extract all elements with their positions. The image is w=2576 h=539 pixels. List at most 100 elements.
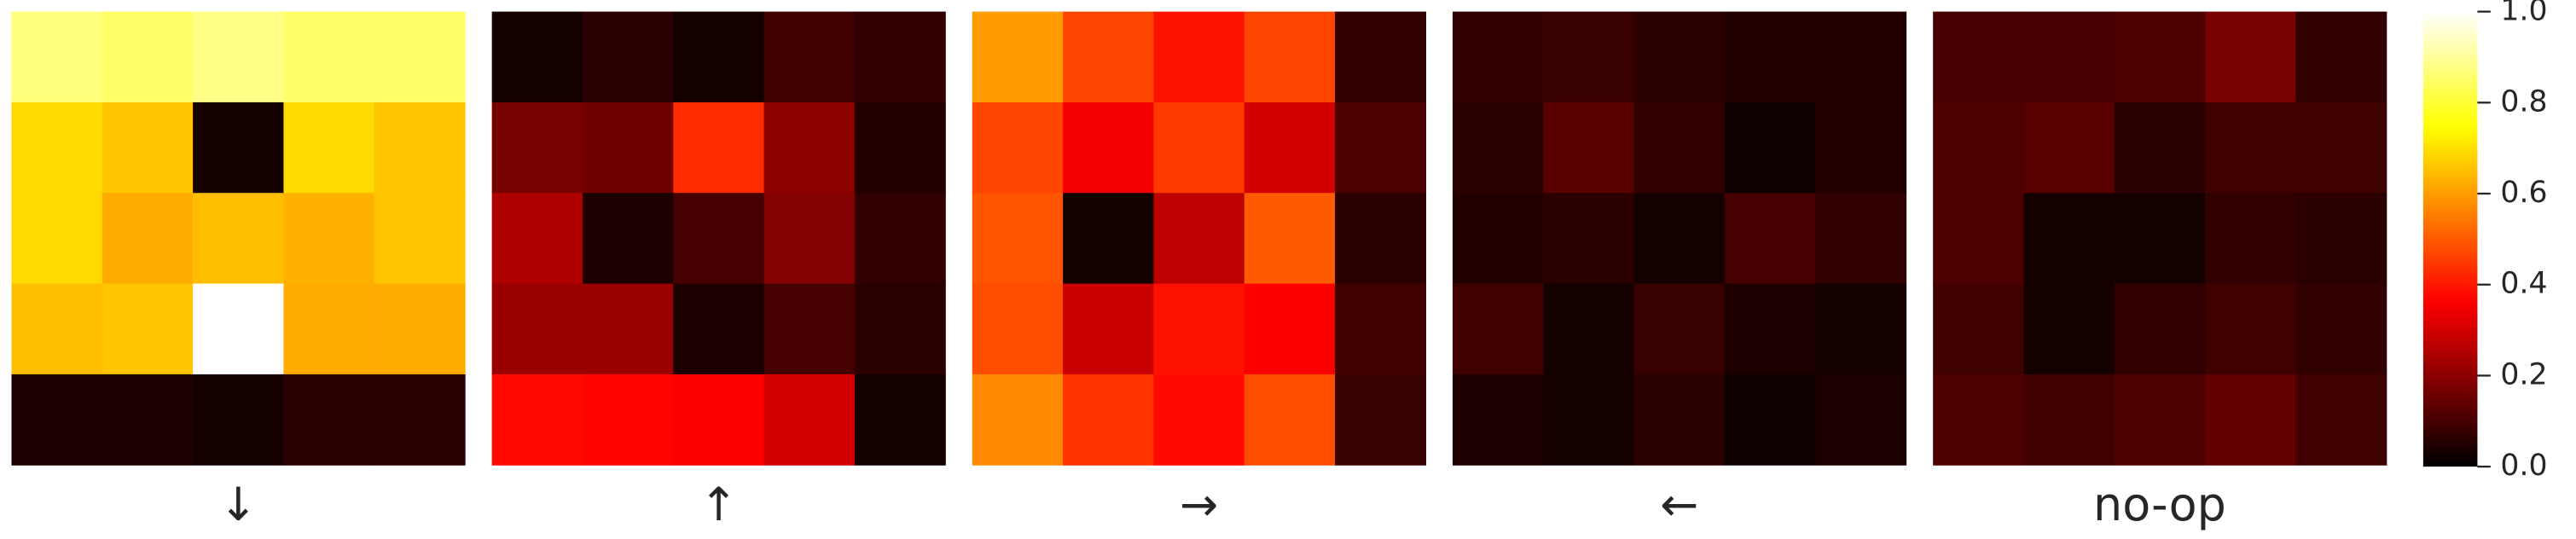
heatmap-cell bbox=[582, 193, 674, 285]
heatmap-cell bbox=[1335, 283, 1426, 375]
heatmap-cell bbox=[1933, 193, 2025, 285]
heatmap-cell bbox=[2114, 101, 2206, 194]
heatmap-cell bbox=[2114, 283, 2206, 375]
heatmap-cell bbox=[582, 374, 674, 466]
heatmap-cell bbox=[491, 374, 583, 466]
heatmap-cell bbox=[1815, 11, 1907, 103]
heatmap-cell bbox=[763, 101, 856, 194]
heatmap-cell bbox=[491, 11, 583, 103]
heatmap-cell bbox=[2114, 374, 2206, 466]
heatmap-cell bbox=[1244, 101, 1336, 194]
panel-label: ← bbox=[1660, 478, 1698, 531]
colorbar-tick-label: 0.6 bbox=[2500, 176, 2547, 210]
heatmap-cell bbox=[283, 374, 375, 466]
heatmap-cell bbox=[1724, 11, 1816, 103]
heatmap-cell bbox=[1063, 374, 1155, 466]
heatmap-cell bbox=[193, 101, 285, 194]
heatmap-cell bbox=[2295, 193, 2387, 285]
heatmap-cell bbox=[1063, 283, 1155, 375]
heatmap-cell bbox=[1063, 193, 1155, 285]
heatmap-cell bbox=[1633, 101, 1726, 194]
heatmap-cell bbox=[102, 283, 194, 375]
heatmap-cell bbox=[1815, 193, 1907, 285]
heatmap-cell bbox=[673, 11, 765, 103]
heatmap-cell bbox=[11, 283, 103, 375]
heatmap-cell bbox=[1244, 11, 1336, 103]
heatmap-cell bbox=[1815, 101, 1907, 194]
heatmap-cell bbox=[283, 101, 375, 194]
heatmap-cell bbox=[2205, 11, 2296, 103]
heatmap-cell bbox=[972, 193, 1064, 285]
heatmap-cell bbox=[1543, 11, 1635, 103]
heatmap-cell bbox=[2295, 11, 2387, 103]
heatmap-cell bbox=[2114, 193, 2206, 285]
heatmap-cell bbox=[1815, 283, 1907, 375]
heatmap-cell bbox=[1244, 193, 1336, 285]
heatmap-cell bbox=[1244, 374, 1336, 466]
heatmap-cell bbox=[673, 193, 765, 285]
heatmap-cell bbox=[283, 11, 375, 103]
heatmap-cell bbox=[374, 374, 466, 466]
panel-label: → bbox=[1180, 478, 1218, 531]
heatmap-cell bbox=[283, 193, 375, 285]
heatmap-cell bbox=[491, 101, 583, 194]
heatmap-cell bbox=[1933, 374, 2025, 466]
heatmap-cell bbox=[2023, 11, 2115, 103]
heatmap-cell bbox=[2023, 101, 2115, 194]
heatmap-cell bbox=[854, 193, 946, 285]
heatmap-cell bbox=[1244, 283, 1336, 375]
colorbar bbox=[2422, 11, 2478, 467]
heatmap-cell bbox=[1724, 283, 1816, 375]
heatmap-cell bbox=[2023, 374, 2115, 466]
heatmap-cell bbox=[582, 101, 674, 194]
heatmap-cell bbox=[2295, 283, 2387, 375]
heatmap-cell bbox=[1543, 374, 1635, 466]
heatmap-cell bbox=[283, 283, 375, 375]
heatmap-cell bbox=[1633, 193, 1726, 285]
heatmap-cell bbox=[11, 193, 103, 285]
heatmap-cell bbox=[193, 193, 285, 285]
heatmap-cell bbox=[763, 193, 856, 285]
heatmap-cell bbox=[193, 374, 285, 466]
heatmap-cell bbox=[1724, 374, 1816, 466]
heatmap-cell bbox=[582, 11, 674, 103]
heatmap-cell bbox=[102, 374, 194, 466]
heatmap-cell bbox=[374, 283, 466, 375]
heatmap-cell bbox=[1633, 11, 1726, 103]
colorbar-tick-label: 0.2 bbox=[2500, 357, 2547, 391]
heatmap-cell bbox=[1153, 283, 1245, 375]
heatmap-cell bbox=[972, 11, 1064, 103]
heatmap-cell bbox=[102, 101, 194, 194]
colorbar-tick-label: 1.0 bbox=[2500, 0, 2547, 28]
heatmap-cell bbox=[1153, 374, 1245, 466]
heatmap-cell bbox=[1335, 374, 1426, 466]
heatmap-cell bbox=[763, 374, 856, 466]
heatmap-cell bbox=[1724, 193, 1816, 285]
heatmap-cell bbox=[102, 193, 194, 285]
heatmap-cell bbox=[374, 11, 466, 103]
heatmap-cell bbox=[1815, 374, 1907, 466]
heatmap-cell bbox=[2205, 193, 2296, 285]
heatmap-cell bbox=[1933, 101, 2025, 194]
panel-label: no-op bbox=[2093, 478, 2226, 531]
heatmap-cell bbox=[11, 11, 103, 103]
colorbar-tick-label: 0.8 bbox=[2500, 84, 2547, 119]
panel-label: ↓ bbox=[219, 478, 258, 531]
heatmap-cell bbox=[673, 283, 765, 375]
heatmap-cell bbox=[972, 283, 1064, 375]
heatmap-cell bbox=[763, 11, 856, 103]
heatmap-cell bbox=[2114, 11, 2206, 103]
heatmap-cell bbox=[2295, 374, 2387, 466]
heatmap-cell bbox=[491, 193, 583, 285]
heatmap-cell bbox=[763, 283, 856, 375]
heatmap-cell bbox=[1452, 374, 1544, 466]
heatmap-cell bbox=[854, 101, 946, 194]
heatmap-cell bbox=[193, 11, 285, 103]
heatmap-cell bbox=[1063, 11, 1155, 103]
heatmap-cell bbox=[11, 101, 103, 194]
colorbar-tick-label: 0.0 bbox=[2500, 449, 2547, 483]
heatmap-cell bbox=[1452, 283, 1544, 375]
heatmap-cell bbox=[673, 374, 765, 466]
heatmap-cell bbox=[1543, 283, 1635, 375]
